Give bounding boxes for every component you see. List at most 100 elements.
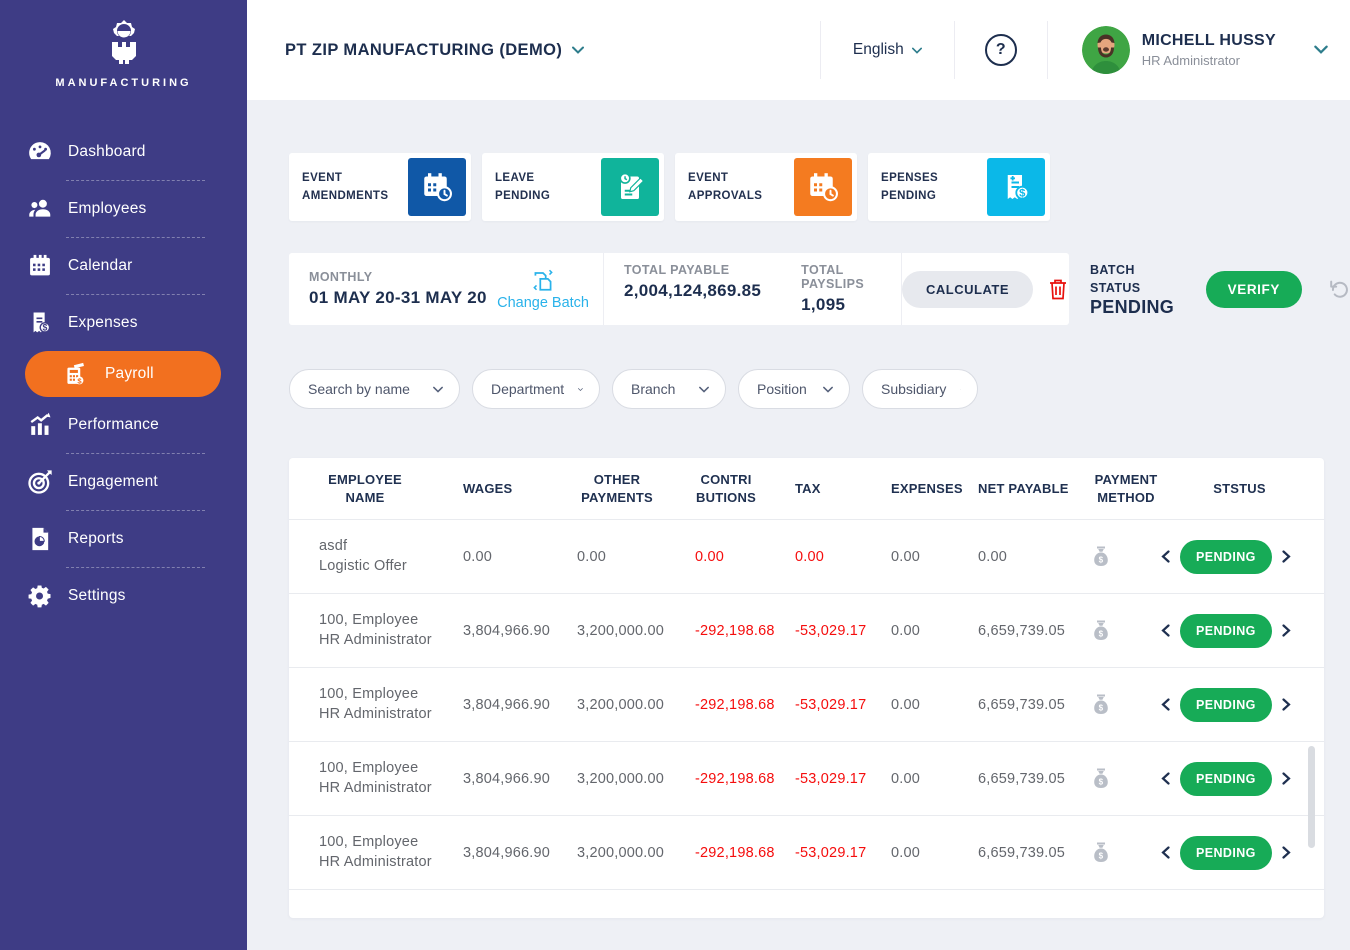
batch-status-value: PENDING [1090, 296, 1175, 317]
card-event-approvals[interactable]: EVENT APPROVALS [675, 153, 857, 221]
employee-name: asdf Logistic Offer [319, 537, 407, 574]
svg-text:$: $ [42, 322, 47, 332]
sidebar-item-calendar[interactable]: Calendar [0, 243, 247, 289]
expenses-value: 0.00 [891, 696, 921, 713]
chevron-down-icon [572, 46, 585, 54]
expenses-icon: $ [33, 312, 51, 333]
status-cell: PENDING [1159, 835, 1304, 870]
svg-text:$: $ [1019, 188, 1026, 200]
status-next-icon[interactable] [1280, 622, 1293, 639]
filter-subsidiary[interactable]: Subsidiary [862, 369, 978, 409]
user-name: MICHELL HUSSY [1141, 32, 1276, 49]
payment-method-icon[interactable]: $ [1090, 841, 1175, 865]
contributions-value: -292,198.68 [695, 844, 775, 861]
batch-status-label: BATCH STATUS [1090, 262, 1141, 295]
payment-method-icon[interactable]: $ [1090, 545, 1175, 569]
payment-method-icon[interactable]: $ [1090, 619, 1175, 643]
filter-department[interactable]: Department [472, 369, 600, 409]
nav-separator [66, 567, 205, 568]
status-badge[interactable]: PENDING [1180, 539, 1272, 574]
tax-value: -53,029.17 [795, 622, 867, 639]
user-menu-caret[interactable] [1304, 41, 1350, 59]
table-row: 100, Employee HR Administrator 3,804,966.… [289, 816, 1324, 890]
sidebar-item-expenses[interactable]: $ Expenses [0, 300, 247, 346]
tax-value: -53,029.17 [795, 696, 867, 713]
status-cell: PENDING [1159, 613, 1304, 648]
other-payments-value: 0.00 [577, 548, 607, 565]
card-label: EPENSES PENDING [881, 169, 938, 206]
language-selector[interactable]: English [821, 41, 954, 59]
payment-method-icon[interactable]: $ [1090, 767, 1175, 791]
calculate-button[interactable]: CALCULATE [902, 270, 1034, 308]
settings-icon [28, 585, 51, 608]
change-batch-label: Change Batch [497, 295, 589, 311]
card-event-amendments[interactable]: EVENT AMENDMENTS [289, 153, 471, 221]
status-badge[interactable]: PENDING [1180, 835, 1272, 870]
calendar-icon [30, 254, 50, 276]
status-next-icon[interactable] [1280, 770, 1293, 787]
card-label: LEAVE PENDING [495, 169, 550, 206]
wages-value: 3,804,966.90 [463, 770, 551, 787]
summary-cards: EVENT AMENDMENTS LEAVE PENDING [289, 153, 1050, 221]
other-payments-value: 3,200,000.00 [577, 770, 665, 787]
other-payments-value: 3,200,000.00 [577, 844, 665, 861]
sidebar-item-label: Calendar [68, 257, 133, 274]
status-next-icon[interactable] [1280, 548, 1293, 565]
sidebar-item-payroll[interactable]: $ Payroll [25, 351, 221, 397]
status-cell: PENDING [1159, 761, 1304, 796]
status-prev-icon[interactable] [1159, 696, 1172, 713]
status-prev-icon[interactable] [1159, 770, 1172, 787]
topbar-divider [819, 21, 821, 79]
wages-value: 0.00 [463, 548, 493, 565]
svg-text:$: $ [1099, 851, 1104, 860]
status-prev-icon[interactable] [1159, 548, 1172, 565]
company-selector[interactable]: PT ZIP MANUFACTURING (DEMO) [285, 41, 585, 60]
filter-branch[interactable]: Branch [612, 369, 726, 409]
engagement-icon [28, 470, 52, 494]
employee-name: 100, Employee HR Administrator [319, 759, 432, 796]
delete-batch-button[interactable] [1047, 277, 1069, 301]
user-menu[interactable]: MICHELL HUSSY HR Administrator [1048, 26, 1304, 74]
total-payslips: TOTAL PAYSLIPS 1,095 [801, 263, 901, 315]
filter-label: Department [491, 381, 565, 397]
batch-period-label: MONTHLY [309, 270, 373, 284]
status-badge[interactable]: PENDING [1180, 613, 1272, 648]
filter-search-by-name[interactable]: Search by name [289, 369, 460, 409]
wages-value: 3,804,966.90 [463, 622, 551, 639]
table-scrollbar[interactable] [1308, 746, 1315, 848]
sidebar-item-dashboard[interactable]: Dashboard [0, 129, 247, 175]
tax-value: -53,029.17 [795, 844, 867, 861]
chevron-down-icon [823, 386, 833, 393]
sidebar-item-employees[interactable]: Employees [0, 186, 247, 232]
payroll-table: EMPLOYEE NAME WAGES OTHER PAYMENTS CONTR… [289, 458, 1324, 918]
tax-value: -53,029.17 [795, 770, 867, 787]
sidebar-item-reports[interactable]: Reports [0, 516, 247, 562]
dashboard-icon [29, 142, 51, 160]
sidebar-item-performance[interactable]: Performance [0, 402, 247, 448]
chevron-down-icon [578, 387, 583, 391]
card-label-line2: AMENDMENTS [302, 190, 389, 202]
svg-text:$: $ [1099, 777, 1104, 786]
card-leave-pending[interactable]: LEAVE PENDING [482, 153, 664, 221]
nav-separator [66, 237, 205, 238]
verify-button[interactable]: VERIFY [1205, 270, 1302, 308]
status-badge[interactable]: PENDING [1180, 761, 1272, 796]
table-row: 100, Employee HR Administrator 3,804,966.… [289, 742, 1324, 816]
filter-position[interactable]: Position [738, 369, 850, 409]
card-label: EVENT APPROVALS [688, 169, 762, 206]
sidebar-item-settings[interactable]: Settings [0, 573, 247, 619]
change-batch-button[interactable]: Change Batch [497, 267, 589, 311]
status-prev-icon[interactable] [1159, 844, 1172, 861]
nav-separator [66, 180, 205, 181]
status-badge[interactable]: PENDING [1180, 687, 1272, 722]
tax-value: 0.00 [795, 548, 825, 565]
refresh-button[interactable] [1326, 277, 1350, 301]
help-button[interactable]: ? [955, 34, 1047, 66]
status-next-icon[interactable] [1280, 696, 1293, 713]
sidebar-item-engagement[interactable]: Engagement [0, 459, 247, 505]
status-prev-icon[interactable] [1159, 622, 1172, 639]
sidebar-item-label: Reports [68, 530, 124, 547]
payment-method-icon[interactable]: $ [1090, 693, 1175, 717]
card-expenses-pending[interactable]: EPENSES PENDING $ [868, 153, 1050, 221]
status-next-icon[interactable] [1280, 844, 1293, 861]
